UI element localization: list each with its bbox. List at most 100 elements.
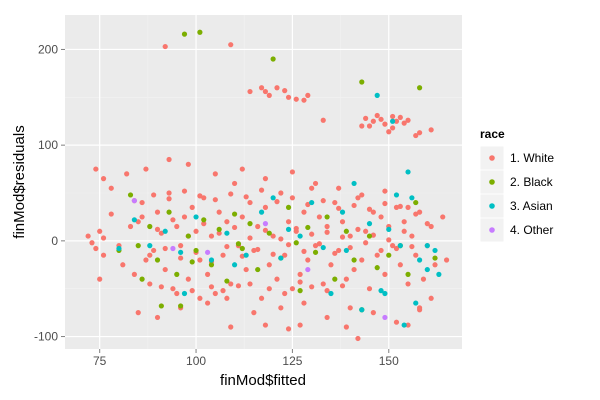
data-point	[270, 233, 276, 239]
data-point	[197, 29, 203, 35]
data-point	[270, 251, 276, 257]
data-point	[305, 92, 311, 98]
data-point	[258, 187, 265, 193]
data-point	[363, 228, 369, 234]
data-point	[278, 236, 284, 242]
series-3	[116, 92, 442, 328]
data-point	[154, 209, 161, 215]
data-point	[135, 219, 141, 225]
data-point	[432, 262, 438, 268]
data-point	[235, 241, 242, 247]
data-point	[378, 214, 384, 220]
data-point	[366, 206, 373, 212]
data-point	[262, 204, 269, 210]
data-point	[243, 252, 249, 258]
data-point	[124, 171, 130, 177]
legend: race 1. White 2. Black 3. Asian 4. Other	[479, 127, 554, 243]
data-point	[413, 211, 419, 217]
data-point	[258, 209, 265, 215]
data-point	[374, 265, 380, 271]
data-point	[100, 252, 107, 258]
data-point	[397, 203, 403, 210]
legend-label: 3. Asian	[510, 199, 553, 213]
data-point	[178, 255, 184, 261]
data-point	[417, 209, 423, 215]
data-point	[205, 271, 211, 277]
x-tick-label: 150	[379, 354, 399, 368]
data-point	[297, 271, 303, 277]
data-point	[351, 257, 357, 263]
data-point	[366, 286, 373, 292]
data-point	[85, 233, 91, 239]
x-axis-title: finMod$fitted	[220, 372, 306, 389]
data-point	[366, 123, 373, 129]
data-point	[278, 255, 284, 261]
data-point	[363, 115, 369, 121]
data-point	[390, 113, 396, 120]
y-tick-label: 200	[38, 42, 58, 56]
data-point	[139, 199, 145, 206]
data-point	[243, 266, 249, 273]
data-point	[262, 88, 269, 95]
data-point	[339, 209, 346, 215]
data-point	[393, 245, 400, 252]
data-point	[301, 209, 307, 215]
data-point	[239, 245, 245, 252]
data-point	[166, 190, 172, 196]
data-point	[278, 190, 284, 196]
data-point	[193, 228, 199, 234]
data-point	[278, 305, 284, 311]
data-point	[374, 112, 380, 119]
data-point	[178, 303, 184, 309]
data-point	[247, 235, 253, 241]
data-point	[205, 300, 211, 306]
data-point	[382, 188, 388, 194]
data-point	[397, 262, 403, 268]
data-point	[162, 228, 168, 234]
data-point	[309, 231, 315, 237]
data-point	[274, 199, 280, 205]
data-point	[305, 224, 311, 231]
data-point	[316, 241, 322, 247]
data-point	[89, 240, 95, 246]
data-point	[158, 303, 164, 309]
data-point	[320, 198, 326, 204]
data-point	[405, 117, 411, 123]
data-point	[239, 214, 245, 220]
data-point	[309, 199, 315, 206]
data-point	[382, 271, 388, 277]
data-point	[393, 319, 400, 325]
data-point	[151, 192, 157, 198]
data-point	[193, 214, 199, 220]
data-point	[147, 223, 153, 230]
data-point	[424, 243, 430, 249]
data-point	[147, 281, 153, 287]
data-point	[343, 228, 349, 234]
data-point	[293, 240, 299, 246]
data-point	[359, 192, 365, 198]
data-point	[116, 245, 122, 252]
data-point	[432, 247, 438, 254]
data-point	[266, 92, 272, 98]
data-point	[258, 85, 265, 91]
data-point	[131, 271, 137, 277]
data-point	[262, 227, 269, 233]
data-point	[178, 243, 184, 249]
data-point	[274, 276, 280, 282]
data-point	[328, 290, 334, 297]
data-point	[224, 295, 230, 301]
data-point	[154, 314, 161, 321]
data-point	[347, 244, 353, 251]
data-point	[405, 204, 411, 210]
data-point	[386, 237, 392, 243]
data-point	[170, 286, 176, 292]
data-point	[382, 121, 388, 127]
data-point	[409, 243, 415, 250]
data-point	[351, 180, 357, 187]
data-point	[270, 56, 276, 62]
data-point	[135, 310, 141, 316]
data-point	[193, 247, 199, 254]
data-point	[382, 200, 388, 207]
data-point	[224, 230, 230, 236]
data-point	[197, 295, 203, 301]
